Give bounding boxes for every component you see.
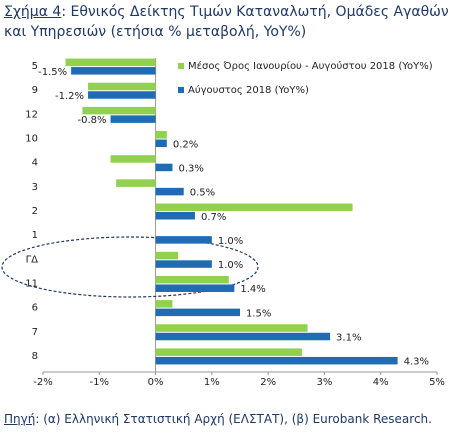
y-tick-label: ΓΔ bbox=[26, 254, 39, 265]
y-tick-label: 2 bbox=[32, 206, 38, 217]
value-label: 1.0% bbox=[218, 236, 243, 247]
bar bbox=[155, 251, 179, 260]
bar bbox=[155, 212, 195, 220]
x-tick-label: -1% bbox=[90, 377, 109, 388]
bar bbox=[116, 179, 156, 187]
source: : (α) Ελληνική Στατιστική Αρχή (ΕΛΣΤΑΤ),… bbox=[35, 412, 432, 426]
value-label: 0.5% bbox=[190, 188, 215, 199]
legend-label: Μέσος Όρος Ιανουρίου - Αυγούστου 2018 (Y… bbox=[188, 60, 433, 72]
x-tick-label: 2% bbox=[260, 377, 276, 388]
bar bbox=[110, 155, 156, 163]
value-label: 1.4% bbox=[240, 284, 265, 295]
x-tick-label: 5% bbox=[429, 377, 445, 388]
value-label: -1.2% bbox=[55, 91, 84, 102]
bar bbox=[155, 308, 240, 317]
y-tick-label: 6 bbox=[32, 303, 38, 314]
x-tick-label: 1% bbox=[204, 377, 220, 388]
legend-swatch bbox=[178, 87, 184, 93]
value-label: 3.1% bbox=[336, 333, 361, 344]
bar bbox=[65, 58, 156, 67]
x-tick-label: -2% bbox=[33, 377, 52, 388]
highlight bbox=[1, 236, 259, 298]
value-label: 0.7% bbox=[201, 212, 226, 223]
source-block: Πηγή: (α) Ελληνική Στατιστική Αρχή (ΕΛΣΤ… bbox=[4, 412, 472, 426]
value-label: 4.3% bbox=[404, 357, 429, 368]
value-label: 0.2% bbox=[173, 139, 198, 150]
chart: -2% -1% 0% 1% 2% 3% 4% 5%5-1.5%9-1.2%12-0.8%100… bbox=[1, 58, 445, 388]
bar bbox=[88, 91, 156, 99]
title-prefix: Σχήμα 4 bbox=[4, 4, 62, 20]
source-prefix: Πηγή bbox=[4, 412, 36, 426]
value-label: 0.3% bbox=[178, 163, 203, 174]
bar bbox=[155, 187, 184, 196]
bar bbox=[155, 275, 229, 284]
bar bbox=[155, 236, 212, 244]
bar bbox=[155, 139, 167, 148]
y-tick-label: 1 bbox=[32, 230, 38, 241]
bar bbox=[155, 356, 398, 365]
value-label: -0.8% bbox=[78, 115, 107, 126]
y-tick-label: 10 bbox=[25, 134, 38, 145]
y-tick-label: 5 bbox=[32, 61, 38, 72]
y-tick-label: 7 bbox=[32, 327, 38, 338]
y-tick-label: 12 bbox=[25, 109, 38, 120]
bar bbox=[71, 67, 156, 75]
bar bbox=[155, 284, 235, 292]
y-tick-label: 3 bbox=[32, 182, 38, 193]
bar bbox=[110, 115, 156, 123]
value-label: 1.5% bbox=[246, 308, 271, 319]
bar bbox=[155, 203, 353, 211]
value-label: -1.5% bbox=[38, 67, 67, 78]
bar bbox=[155, 260, 212, 268]
bar bbox=[88, 82, 156, 91]
y-tick-label: 9 bbox=[32, 85, 38, 96]
bar bbox=[155, 131, 167, 139]
y-tick-label: 4 bbox=[32, 158, 38, 169]
legend-swatch bbox=[178, 63, 184, 69]
x-tick-label: 0% bbox=[148, 377, 164, 388]
chart-title: : Εθνικός Δείκτης Τιμών Καταναλωτή, Ομάδ… bbox=[4, 4, 449, 40]
bar bbox=[155, 300, 173, 308]
y-tick-label: 8 bbox=[32, 351, 38, 362]
y-tick-label: 11 bbox=[25, 278, 38, 289]
bar bbox=[155, 163, 173, 172]
x-tick-label: 3% bbox=[316, 377, 332, 388]
bar bbox=[155, 324, 308, 332]
x-tick-label: 4% bbox=[373, 377, 389, 388]
bar bbox=[82, 106, 156, 115]
chart-title-block: Σχήμα 4: Εθνικός Δείκτης Τιμών Καταναλωτ… bbox=[4, 2, 472, 42]
value-label: 1.0% bbox=[218, 260, 243, 271]
bar bbox=[155, 348, 302, 356]
legend-label: Αύγουστος 2018 (YoY%) bbox=[188, 84, 309, 96]
bar bbox=[155, 332, 331, 341]
